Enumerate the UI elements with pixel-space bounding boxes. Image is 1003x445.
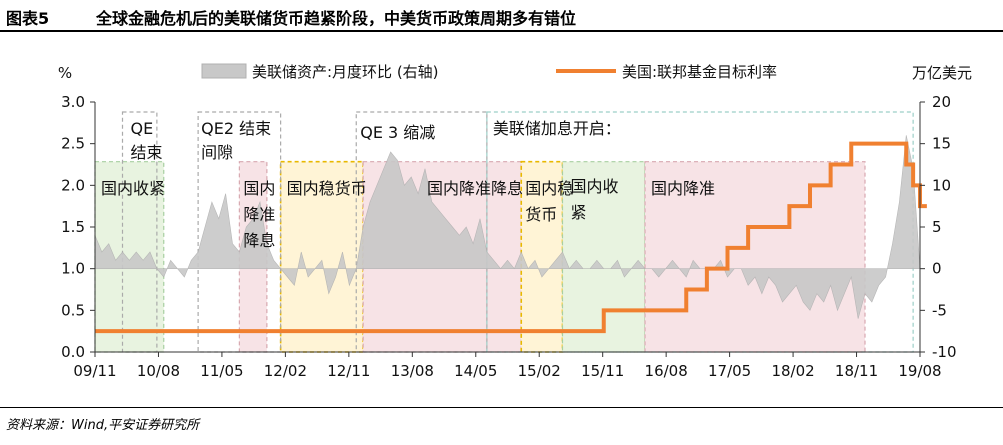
annotation-domestic-cut-1: 降息: [243, 231, 275, 250]
annotation-qe-end: QE: [131, 119, 154, 138]
figure-label: 图表5: [6, 9, 50, 28]
annotation-domestic-tighten-2: 紧: [571, 203, 587, 222]
annotation-fed-hike: 美联储加息开启：: [493, 119, 621, 138]
figure-title-bar: 图表5 全球金融危机后的美联储货币趋紧阶段，中美货币政策周期多有错位: [0, 0, 1003, 32]
x-tick-label: 18/11: [835, 362, 878, 380]
right-tick-label: -5: [932, 301, 947, 319]
x-tick-label: 15/11: [581, 362, 624, 380]
annotation-qe-end: 结束: [131, 143, 163, 162]
x-tick-label: 19/08: [898, 362, 941, 380]
right-tick-label: -10: [932, 343, 957, 361]
fed-phase-box: [197, 111, 282, 353]
right-tick-label: 0: [932, 260, 942, 278]
x-tick-label: 16/08: [645, 362, 688, 380]
source-divider: [0, 407, 1003, 408]
right-tick-label: 5: [932, 218, 942, 236]
legend-line-label: 美国:联邦基金目标利率: [622, 63, 777, 81]
x-tick-label: 15/02: [518, 362, 561, 380]
x-tick-label: 13/08: [391, 362, 434, 380]
right-axis-unit: 万亿美元: [912, 64, 972, 82]
annotation-domestic-cut-1: 降准: [243, 205, 275, 224]
dual-axis-chart: 0.0 0.5 1.0 1.5 2.0 2.5 3.0 -10 -5 0 5 10 15 20% 万亿美元 0…: [58, 63, 972, 380]
x-tick-label: 18/02: [771, 362, 814, 380]
domestic-phase-box: [644, 161, 866, 353]
annotation-domestic-stable-2: 国内稳: [525, 179, 573, 198]
x-tick-label: 12/02: [264, 362, 307, 380]
right-tick-label: 10: [932, 176, 951, 194]
x-tick-label: 12/11: [327, 362, 370, 380]
left-tick-label: 1.0: [61, 260, 85, 278]
annotation-qe3-taper: QE 3 缩减: [360, 123, 435, 142]
left-tick-label: 1.5: [61, 218, 85, 236]
right-tick-label: 15: [932, 135, 951, 153]
x-tick-label: 11/05: [200, 362, 243, 380]
legend-area-label: 美联储资产:月度环比 (右轴): [252, 63, 439, 81]
right-tick-label: 20: [932, 93, 951, 111]
figure-title: 全球金融危机后的美联储货币趋紧阶段，中美货币政策周期多有错位: [96, 9, 577, 28]
x-tick-label: 14/05: [454, 362, 497, 380]
left-axis-unit: %: [58, 64, 72, 82]
annotation-domestic-stable-1: 国内稳货币: [287, 179, 367, 198]
fed-phase-box: [121, 111, 158, 353]
fed-rate-line: [95, 141, 927, 334]
source-note: 资料来源：Wind,平安证券研究所: [6, 418, 200, 433]
annotation-domestic-tighten-1: 国内收紧: [101, 179, 165, 198]
left-tick-label: 0.5: [61, 301, 85, 319]
x-tick-label: 09/11: [73, 362, 116, 380]
annotation-domestic-cut-2: 国内降准降息: [427, 179, 523, 198]
balance-sheet-area: [94, 135, 921, 319]
left-tick-label: 2.5: [61, 135, 85, 153]
annotation-domestic-cut-1: 国内: [243, 179, 275, 198]
annotation-domestic-tighten-2: 国内收: [571, 177, 619, 196]
left-tick-label: 2.0: [61, 176, 85, 194]
x-tick-label: 10/08: [137, 362, 180, 380]
annotation-qe2-gap: QE2 结束: [201, 119, 271, 138]
domestic-phase-box: [279, 160, 364, 353]
legend-area-swatch: [201, 63, 247, 79]
left-tick-label: 3.0: [61, 93, 85, 111]
annotation-domestic-stable-2: 货币: [525, 205, 557, 224]
left-tick-label: 0.0: [61, 343, 85, 361]
annotation-domestic-rrr-cut: 国内降准: [651, 179, 715, 198]
annotation-qe2-gap: 间隙: [201, 143, 233, 162]
x-tick-label: 17/05: [708, 362, 751, 380]
